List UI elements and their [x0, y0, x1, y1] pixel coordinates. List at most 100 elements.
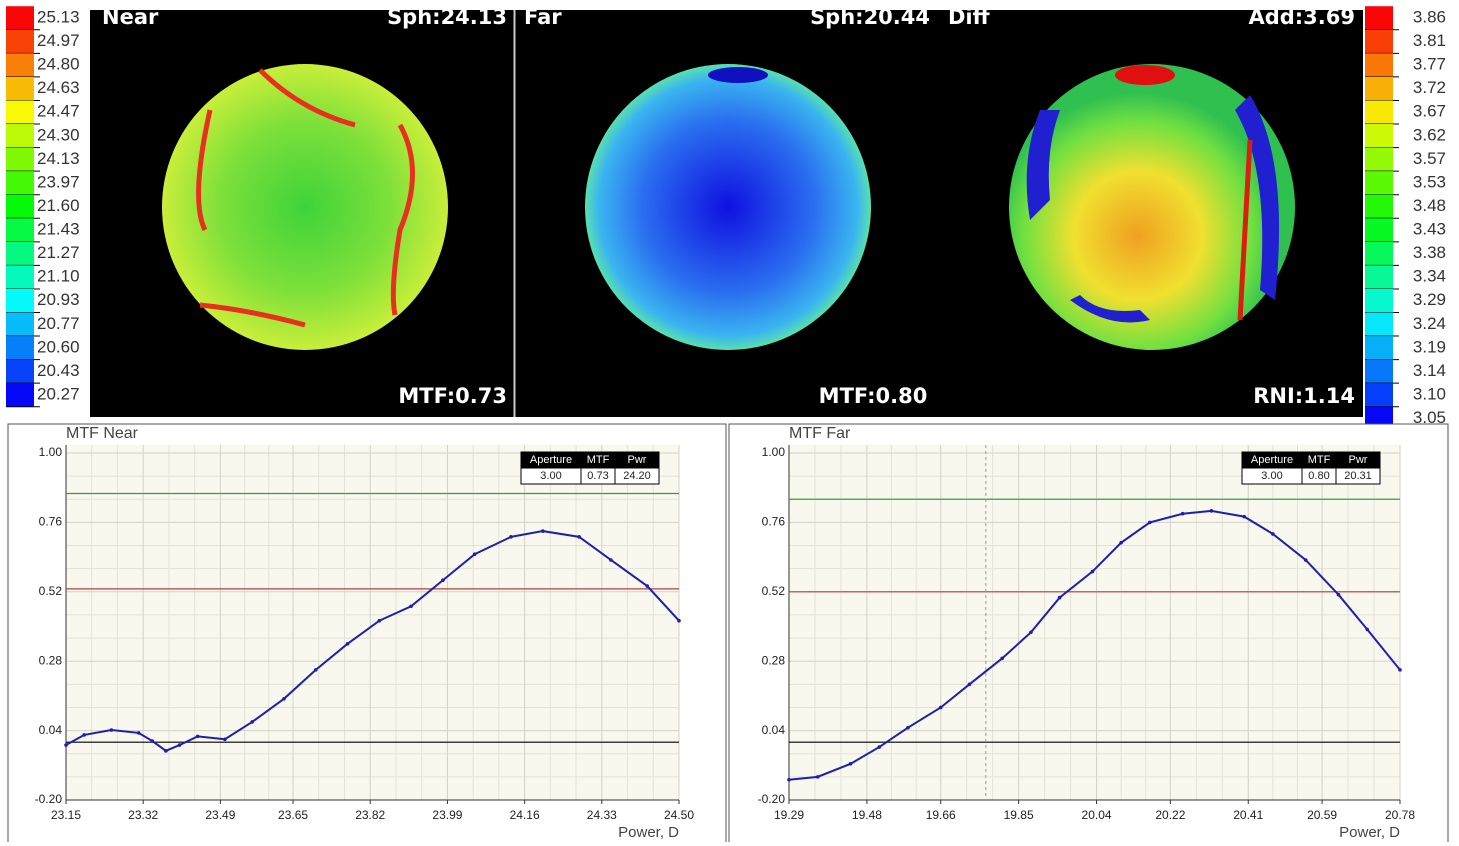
data-point: [1398, 668, 1402, 672]
data-point: [164, 749, 168, 753]
scale-swatch: [6, 30, 34, 54]
data-point: [82, 733, 86, 737]
x-tick-label: 24.16: [510, 808, 540, 822]
x-tick-label: 23.82: [355, 808, 385, 822]
data-point: [378, 619, 382, 623]
scale-swatch: [6, 195, 34, 219]
chart-title: MTF Far: [789, 425, 851, 442]
data-point: [1181, 512, 1185, 516]
x-tick-label: 23.32: [128, 808, 158, 822]
map-title: Far: [524, 5, 562, 29]
y-tick-label: 0.76: [39, 515, 63, 529]
scale-label: 24.63: [37, 78, 80, 97]
scale-label: 20.43: [37, 361, 80, 380]
y-tick-label: 0.04: [762, 723, 786, 737]
data-point: [1210, 509, 1214, 513]
y-tick-label: 0.28: [762, 653, 786, 667]
x-tick-label: 19.48: [852, 808, 882, 822]
data-point: [409, 604, 413, 608]
scale-swatch: [6, 383, 34, 407]
data-point: [1148, 521, 1152, 525]
y-tick-label: 0.52: [762, 584, 786, 598]
x-tick-label: 23.99: [432, 808, 462, 822]
scale-label: 20.93: [37, 290, 80, 309]
scale-label: 3.14: [1413, 361, 1446, 380]
scale-label: 3.57: [1413, 149, 1446, 168]
info-head: Pwr: [628, 454, 647, 466]
scale-label: 21.27: [37, 243, 80, 262]
scale-label: 3.43: [1413, 220, 1446, 239]
scale-label: 21.43: [37, 220, 80, 239]
data-point: [509, 535, 513, 539]
data-point: [150, 739, 154, 743]
x-tick-label: 20.41: [1233, 808, 1263, 822]
scale-label: 3.24: [1413, 314, 1446, 333]
scale-swatch: [6, 100, 34, 124]
scale-swatch: [1365, 313, 1393, 337]
scale-swatch: [1365, 30, 1393, 54]
data-point: [1119, 541, 1123, 545]
data-point: [1091, 570, 1095, 574]
scale-swatch: [1365, 360, 1393, 384]
x-tick-label: 23.49: [205, 808, 235, 822]
x-tick-label: 19.85: [1004, 808, 1034, 822]
scale-label: 24.80: [37, 55, 80, 74]
x-tick-label: 20.04: [1082, 808, 1112, 822]
x-tick-label: 24.33: [587, 808, 617, 822]
far-spot: [708, 67, 768, 83]
scale-swatch: [6, 77, 34, 101]
scale-swatch: [6, 124, 34, 148]
data-point: [282, 697, 286, 701]
scale-label: 3.48: [1413, 196, 1446, 215]
scale-swatch: [6, 360, 34, 384]
data-point: [137, 731, 141, 735]
data-point: [609, 558, 613, 562]
info-head: MTF: [587, 454, 610, 466]
map-header: Add:3.69: [1248, 5, 1355, 29]
scale-swatch: [6, 336, 34, 360]
scale-swatch: [6, 265, 34, 289]
scale-swatch: [1365, 195, 1393, 219]
data-point: [1271, 532, 1275, 536]
chart-title: MTF Near: [66, 425, 139, 442]
scale-label: 24.13: [37, 149, 80, 168]
data-point: [877, 745, 881, 749]
diff-red: [1115, 65, 1175, 85]
data-point: [110, 728, 114, 732]
data-point: [906, 726, 910, 730]
scale-label: 3.29: [1413, 290, 1446, 309]
data-point: [441, 578, 445, 582]
scale-label: 23.97: [37, 172, 80, 191]
info-value: 0.73: [587, 470, 608, 482]
data-point: [787, 778, 791, 782]
data-point: [1365, 628, 1369, 632]
data-point: [1029, 630, 1033, 634]
data-point: [939, 706, 943, 710]
scale-label: 3.38: [1413, 243, 1446, 262]
scale-swatch: [1365, 148, 1393, 172]
scale-swatch: [1365, 218, 1393, 242]
scale-swatch: [1365, 100, 1393, 124]
scale-swatch: [1365, 77, 1393, 101]
y-tick-label: 1.00: [762, 445, 786, 459]
data-point: [196, 735, 200, 739]
info-value: 3.00: [540, 470, 561, 482]
y-tick-label: 0.52: [39, 584, 63, 598]
page: NearSph:24.13MTF:0.73FarSph:20.44MTF:0.8…: [0, 0, 1459, 842]
data-point: [577, 535, 581, 539]
data-point: [178, 743, 182, 747]
data-point: [1058, 596, 1062, 600]
data-point: [1337, 593, 1341, 597]
x-tick-label: 23.65: [278, 808, 308, 822]
scale-label: 3.53: [1413, 172, 1446, 191]
map-header: Sph:24.13: [387, 5, 507, 29]
info-head: MTF: [1308, 454, 1331, 466]
map-footer: RNI:1.14: [1253, 384, 1355, 408]
data-point: [849, 762, 853, 766]
data-point: [968, 683, 972, 687]
info-head: Aperture: [1251, 454, 1293, 466]
data-point: [223, 737, 227, 741]
data-point: [250, 720, 254, 724]
map-footer: MTF:0.73: [398, 384, 507, 408]
scale-swatch: [1365, 289, 1393, 313]
